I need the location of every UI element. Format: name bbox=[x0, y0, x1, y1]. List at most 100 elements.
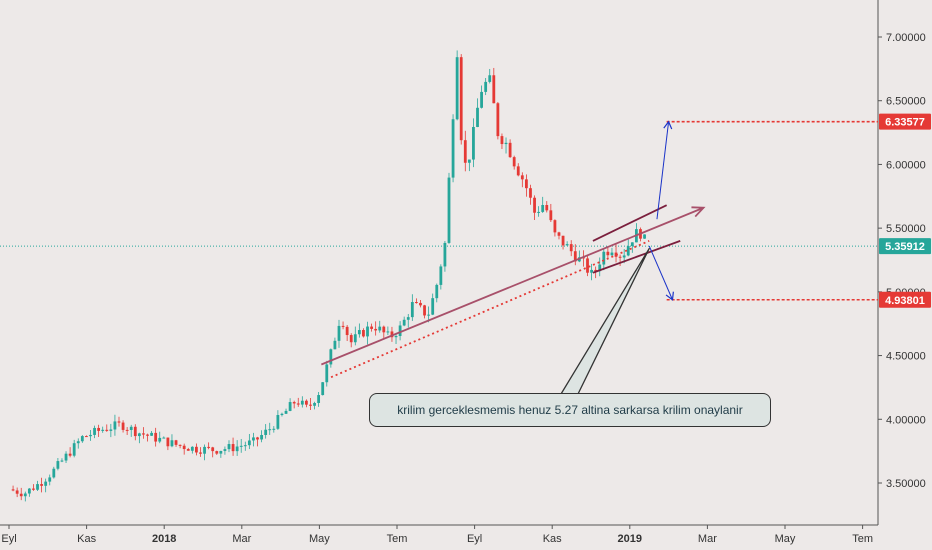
candle-body bbox=[186, 449, 190, 451]
y-tick-label: 4.50000 bbox=[886, 351, 926, 363]
candle-body bbox=[455, 57, 459, 120]
candle-body bbox=[182, 445, 186, 450]
candle-body bbox=[252, 437, 255, 441]
candle-body bbox=[223, 449, 227, 451]
candle-body bbox=[602, 251, 606, 265]
dotted-support[interactable] bbox=[330, 240, 650, 379]
candle-body bbox=[541, 205, 545, 212]
channel-upper[interactable] bbox=[592, 204, 668, 242]
candle-body bbox=[533, 197, 536, 213]
candle-body bbox=[264, 429, 268, 435]
y-tick-label: 6.50000 bbox=[886, 96, 926, 108]
candle-body bbox=[643, 234, 646, 239]
price-tag bbox=[879, 238, 931, 255]
candle-body bbox=[170, 440, 174, 447]
x-tick-label: Eyl bbox=[1, 533, 16, 545]
candle-body bbox=[203, 446, 206, 454]
candle-body bbox=[113, 421, 117, 430]
candle-body bbox=[150, 432, 153, 436]
candle-body bbox=[260, 434, 263, 440]
candle-body bbox=[247, 440, 251, 446]
candle-body bbox=[520, 175, 524, 180]
candle-body bbox=[545, 205, 549, 211]
candle-body bbox=[524, 179, 528, 189]
candle-body bbox=[553, 220, 557, 233]
candle-body bbox=[207, 446, 211, 448]
candle-body bbox=[60, 460, 64, 462]
candle-body bbox=[626, 246, 630, 256]
candle-body bbox=[235, 446, 239, 452]
candle-body bbox=[190, 446, 194, 451]
candle-body bbox=[362, 330, 365, 337]
candle-body bbox=[129, 426, 133, 430]
candle-body bbox=[415, 302, 418, 304]
candle-body bbox=[492, 75, 496, 104]
candle-body bbox=[488, 75, 492, 82]
candle-body bbox=[590, 269, 593, 273]
candle-body bbox=[174, 440, 178, 445]
candle-body bbox=[451, 119, 455, 178]
up-projection-arrow[interactable] bbox=[656, 120, 673, 220]
candle-body bbox=[586, 258, 589, 273]
candle-body bbox=[431, 298, 435, 315]
candle-body bbox=[476, 107, 479, 127]
candle-body bbox=[76, 441, 80, 444]
candle-body bbox=[382, 326, 386, 333]
candle-body bbox=[23, 493, 27, 497]
main-trendline-arrow[interactable] bbox=[320, 208, 703, 366]
candle-body bbox=[64, 453, 68, 461]
candle-body bbox=[158, 437, 162, 442]
channel-lower[interactable] bbox=[592, 240, 681, 274]
candle-body bbox=[349, 335, 353, 343]
candle-body bbox=[374, 328, 378, 331]
candle-body bbox=[618, 256, 622, 258]
candle-body bbox=[378, 326, 382, 331]
x-tick-label: Eyl bbox=[467, 533, 482, 545]
candle-body bbox=[496, 103, 500, 137]
x-tick-label: May bbox=[775, 533, 796, 545]
candle-body bbox=[199, 452, 202, 454]
candle-body bbox=[537, 211, 541, 213]
x-tick-label: 2018 bbox=[152, 533, 176, 545]
candle-body bbox=[231, 444, 235, 452]
candle-body bbox=[463, 140, 467, 163]
candle-body bbox=[309, 404, 312, 406]
candle-body bbox=[313, 402, 316, 406]
candle-body bbox=[333, 340, 337, 350]
x-tick-label: Tem bbox=[387, 533, 408, 545]
candle-body bbox=[341, 325, 345, 327]
candle-body bbox=[402, 319, 406, 326]
candles bbox=[11, 50, 646, 502]
candle-body bbox=[121, 422, 125, 430]
candle-body bbox=[480, 91, 483, 108]
candle-body bbox=[97, 427, 101, 431]
candle-body bbox=[89, 434, 92, 437]
annotation-text: krilim gerceklesmemis henuz 5.27 altina … bbox=[397, 403, 743, 417]
candle-body bbox=[36, 484, 39, 490]
candle-body bbox=[594, 269, 598, 272]
candle-body bbox=[162, 437, 166, 439]
candle-body bbox=[44, 481, 48, 486]
candle-body bbox=[296, 403, 300, 405]
x-tick-label: Mar bbox=[232, 533, 251, 545]
candle-body bbox=[288, 402, 292, 411]
candle-body bbox=[105, 429, 109, 431]
candle-body bbox=[80, 436, 84, 442]
x-tick-label: Mar bbox=[698, 533, 717, 545]
candle-body bbox=[390, 331, 394, 338]
candle-body bbox=[557, 232, 561, 236]
down-projection-arrow[interactable] bbox=[648, 245, 674, 301]
candle-body bbox=[142, 433, 145, 435]
candle-body bbox=[280, 413, 284, 416]
candle-body bbox=[109, 429, 113, 431]
candle-body bbox=[370, 326, 373, 329]
x-tick-label: 2019 bbox=[618, 533, 642, 545]
candle-body bbox=[268, 429, 272, 431]
candle-body bbox=[427, 314, 431, 316]
candle-body bbox=[48, 477, 52, 482]
y-tick-label: 6.00000 bbox=[886, 159, 926, 171]
candle-body bbox=[516, 166, 520, 176]
candle-body bbox=[72, 443, 76, 456]
